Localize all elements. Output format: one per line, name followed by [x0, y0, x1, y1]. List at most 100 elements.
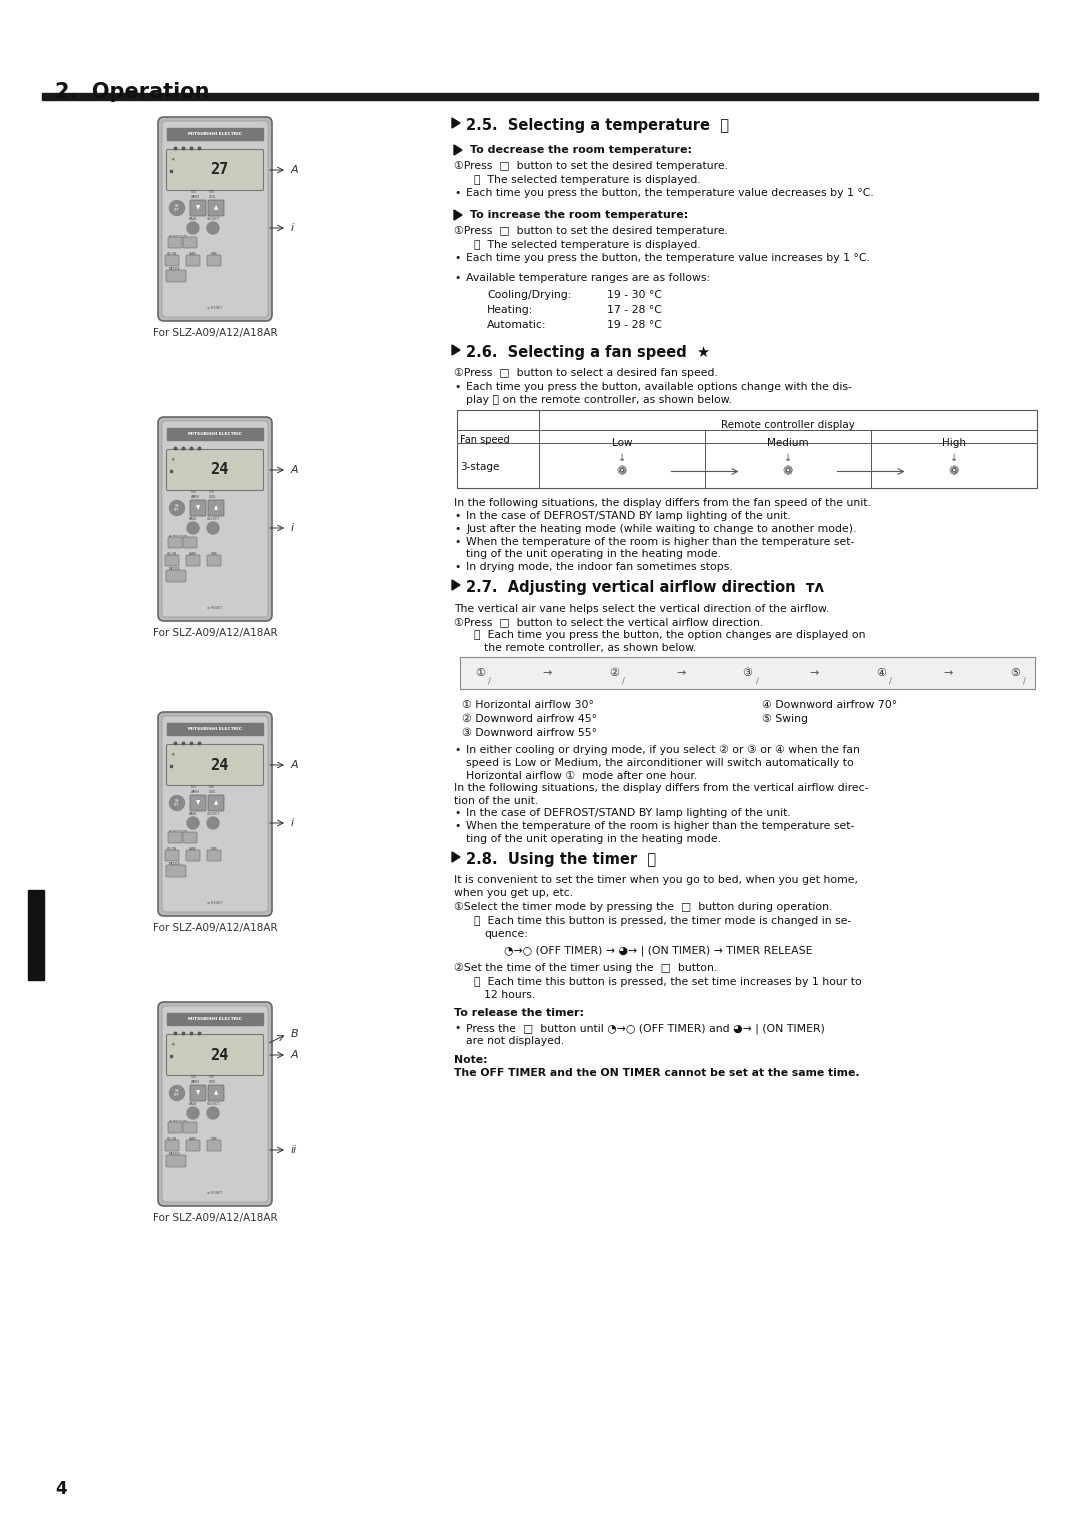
FancyBboxPatch shape [186, 850, 200, 861]
Text: 2.6.  Selecting a fan speed  ★: 2.6. Selecting a fan speed ★ [465, 346, 711, 359]
FancyBboxPatch shape [158, 118, 272, 321]
Text: Just after the heating mode (while waiting to change to another mode).: Just after the heating mode (while waiti… [465, 524, 856, 534]
Text: ①Press  □  button to set the desired temperature.: ①Press □ button to set the desired tempe… [454, 161, 728, 171]
Text: •: • [454, 537, 460, 547]
Text: ☀: ☀ [171, 1041, 175, 1046]
Text: 27: 27 [210, 162, 228, 177]
Text: •: • [454, 524, 460, 534]
Text: In either cooling or drying mode, if you select ② or ③ or ④ when the fan: In either cooling or drying mode, if you… [465, 745, 860, 755]
Text: TOO
COOL: TOO COOL [210, 786, 217, 794]
Text: MODE: MODE [168, 268, 181, 271]
Text: FAN: FAN [189, 1102, 197, 1105]
Text: ☀: ☀ [171, 457, 175, 462]
FancyBboxPatch shape [168, 237, 183, 248]
Text: TOO
WARM: TOO WARM [191, 491, 200, 498]
Text: AUTO COOL: AUTO COOL [168, 830, 188, 833]
Text: 12 hours.: 12 hours. [484, 989, 536, 1000]
Circle shape [187, 222, 199, 234]
Polygon shape [454, 145, 462, 154]
Bar [167, 1014, 264, 1024]
FancyBboxPatch shape [186, 255, 200, 266]
Text: ▲: ▲ [214, 506, 218, 511]
Text: •: • [454, 745, 460, 755]
Text: ❁: ❁ [948, 465, 959, 479]
Text: VANE: VANE [189, 252, 197, 255]
Text: ④ Downword airfrow 70°: ④ Downword airfrow 70° [762, 700, 897, 709]
FancyBboxPatch shape [162, 121, 268, 317]
Text: ☀: ☀ [171, 751, 175, 757]
Text: ON
OFF: ON OFF [174, 503, 179, 512]
Text: AUTO COOL: AUTO COOL [168, 535, 188, 540]
FancyBboxPatch shape [208, 200, 224, 216]
Text: quence:: quence: [484, 930, 528, 939]
FancyBboxPatch shape [166, 1035, 264, 1075]
Bar [42, 93, 1038, 99]
Text: 2.7.  Adjusting vertical airflow direction  ᴛᴧ: 2.7. Adjusting vertical airflow directio… [465, 579, 824, 595]
Text: /: / [889, 676, 892, 685]
FancyBboxPatch shape [158, 713, 272, 916]
FancyBboxPatch shape [183, 832, 197, 842]
Text: In the case of DEFROST/STAND BY lamp lighting of the unit.: In the case of DEFROST/STAND BY lamp lig… [465, 807, 791, 818]
Text: 19 - 30 °C: 19 - 30 °C [607, 291, 662, 300]
Text: ①: ① [475, 668, 485, 677]
Bar [28, 890, 44, 980]
Text: HG-ON: HG-ON [167, 252, 177, 255]
Text: Each time you press the button, available options change with the dis-: Each time you press the button, availabl… [465, 382, 852, 391]
FancyBboxPatch shape [166, 570, 186, 583]
Text: ② Downword airfrow 45°: ② Downword airfrow 45° [462, 714, 597, 725]
FancyBboxPatch shape [168, 1122, 183, 1133]
Text: ⊙ RESET: ⊙ RESET [207, 1191, 222, 1196]
Circle shape [187, 816, 199, 829]
Text: •: • [454, 511, 460, 521]
FancyBboxPatch shape [165, 555, 179, 566]
Text: In the case of DEFROST/STAND BY lamp lighting of the unit.: In the case of DEFROST/STAND BY lamp lig… [465, 511, 791, 521]
FancyBboxPatch shape [168, 537, 183, 547]
Text: Cooling/Drying:: Cooling/Drying: [487, 291, 571, 300]
FancyBboxPatch shape [208, 1086, 224, 1101]
Text: •: • [454, 382, 460, 391]
Circle shape [170, 500, 185, 515]
Text: →: → [542, 668, 552, 677]
FancyBboxPatch shape [207, 850, 221, 861]
Polygon shape [453, 579, 460, 590]
Text: ▼: ▼ [195, 1090, 200, 1095]
Text: 2.5.  Selecting a temperature  ⓘ: 2.5. Selecting a temperature ⓘ [465, 118, 729, 133]
Text: The vertical air vane helps select the vertical direction of the airflow.: The vertical air vane helps select the v… [454, 604, 829, 615]
Text: •: • [454, 1023, 460, 1034]
Text: To decrease the room temperature:: To decrease the room temperature: [465, 145, 692, 154]
Text: are not displayed.: are not displayed. [465, 1037, 564, 1046]
Text: MODE: MODE [168, 567, 181, 570]
Circle shape [207, 222, 219, 234]
FancyBboxPatch shape [207, 555, 221, 566]
Text: When the temperature of the room is higher than the temperature set-: When the temperature of the room is high… [465, 821, 854, 830]
Text: 24: 24 [210, 757, 228, 772]
Text: ↓: ↓ [950, 453, 958, 462]
Text: TOO
COOL: TOO COOL [210, 191, 217, 199]
Text: /: / [622, 676, 624, 685]
Text: Ⓑ  Each time this button is pressed, the set time increases by 1 hour to: Ⓑ Each time this button is pressed, the … [474, 977, 862, 988]
Text: Heating:: Heating: [487, 304, 534, 315]
FancyBboxPatch shape [166, 865, 186, 878]
Text: •: • [454, 807, 460, 818]
Text: ③: ③ [743, 668, 753, 677]
Text: A: A [291, 760, 299, 771]
Text: ON
OFF: ON OFF [174, 798, 179, 807]
Text: TOO
WARM: TOO WARM [191, 191, 200, 199]
Text: For SLZ-A09/A12/A18AR: For SLZ-A09/A12/A18AR [152, 924, 278, 933]
Text: Each time you press the button, the temperature value increases by 1 °C.: Each time you press the button, the temp… [465, 252, 869, 263]
Text: VANE: VANE [189, 847, 197, 852]
Text: TIME: TIME [211, 252, 217, 255]
FancyBboxPatch shape [162, 420, 268, 618]
Text: In the following situations, the display differs from the fan speed of the unit.: In the following situations, the display… [454, 498, 870, 508]
Text: MITSUBISHI ELECTRIC: MITSUBISHI ELECTRIC [188, 131, 242, 136]
Text: Ⓐ  Each time this button is pressed, the timer mode is changed in se-: Ⓐ Each time this button is pressed, the … [474, 916, 851, 927]
Text: AUTO COOL: AUTO COOL [168, 235, 188, 239]
Text: Low: Low [611, 437, 632, 448]
FancyBboxPatch shape [183, 1122, 197, 1133]
Text: A: A [291, 1050, 299, 1060]
Text: For SLZ-A09/A12/A18AR: For SLZ-A09/A12/A18AR [152, 628, 278, 638]
Text: TIME: TIME [211, 847, 217, 852]
Text: Remote controller display: Remote controller display [721, 420, 855, 430]
Circle shape [170, 1086, 185, 1101]
Text: ③ Downword airfrow 55°: ③ Downword airfrow 55° [462, 728, 597, 739]
